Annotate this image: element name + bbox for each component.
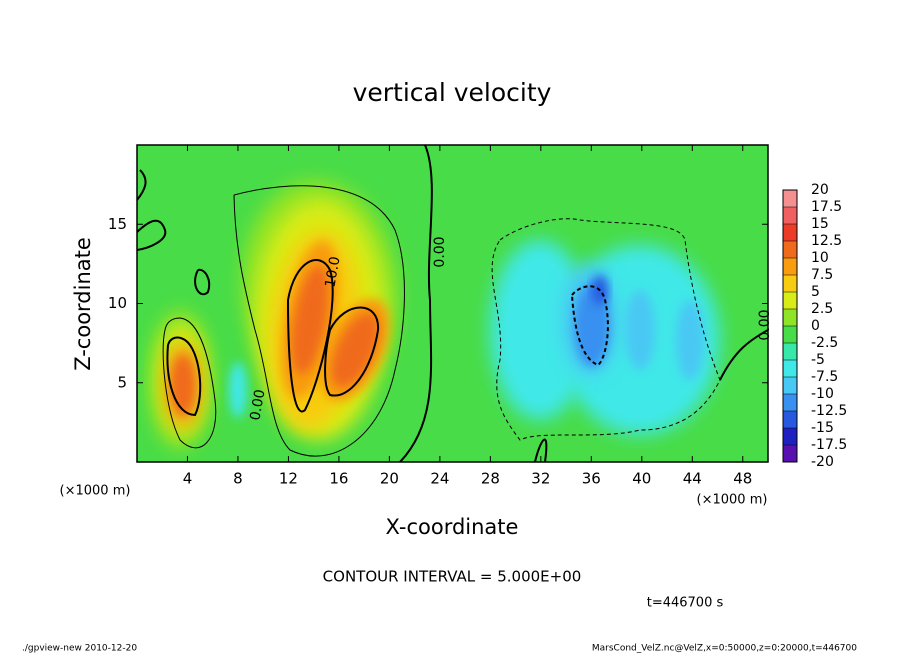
colorbar-cell [783, 326, 797, 343]
colorbar-label: -10 [811, 386, 834, 402]
colorbar-cell [783, 428, 797, 445]
colorbar-label: 2.5 [811, 301, 833, 317]
x-tick-label: 12 [279, 470, 298, 488]
colorbar-label: -7.5 [811, 369, 838, 385]
colorbar-label: 20 [811, 182, 829, 198]
colorbar-cell [783, 207, 797, 224]
x-tick-label: 24 [430, 470, 449, 488]
colorbar-label: -12.5 [811, 403, 847, 419]
colorbar-label: 7.5 [811, 267, 833, 283]
field-region [291, 265, 329, 375]
colorbar-label: -17.5 [811, 437, 847, 453]
colorbar-cell [783, 309, 797, 326]
colorbar-cell [783, 292, 797, 309]
x-axis-label: X-coordinate [386, 515, 519, 539]
contour-label: 0.00 [757, 309, 773, 340]
x-tick-label: 48 [733, 470, 752, 488]
x-tick-label: 40 [632, 470, 651, 488]
colorbar-label: 15 [811, 216, 829, 232]
x-unit: (×1000 m) [697, 493, 768, 508]
colorbar-label: 10 [811, 250, 829, 266]
colorbar-label: 12.5 [811, 233, 842, 249]
field-region [331, 312, 379, 388]
colorbar-cell [783, 394, 797, 411]
colorbar-cell [783, 445, 797, 462]
colorbar-label: 17.5 [811, 199, 842, 215]
y-unit: (×1000 m) [60, 484, 131, 499]
x-tick-label: 20 [380, 470, 399, 488]
x-tick-label: 44 [683, 470, 702, 488]
colorbar-cell [783, 377, 797, 394]
chart-title: vertical velocity [353, 78, 552, 107]
field-region [229, 362, 247, 418]
field-region [171, 355, 195, 415]
colorbar-label: -5 [811, 352, 825, 368]
footer-left: ./gpview-new 2010-12-20 [22, 644, 137, 654]
field-region [490, 240, 590, 420]
colorbar-cell [783, 190, 797, 207]
y-tick-label: 10 [108, 294, 127, 312]
contour-label: 0.00 [432, 236, 448, 267]
y-tick-label: 5 [117, 373, 127, 391]
colorbar-cell [783, 343, 797, 360]
field [137, 145, 768, 462]
colorbar-label: -20 [811, 454, 834, 470]
colorbar-cell [783, 224, 797, 241]
colorbar-cell [783, 411, 797, 428]
x-tick-label: 28 [481, 470, 500, 488]
x-tick-label: 16 [329, 470, 348, 488]
contour-interval: CONTOUR INTERVAL = 5.000E+00 [323, 568, 582, 586]
time-label: t=446700 s [647, 596, 724, 611]
colorbar-cell [783, 241, 797, 258]
footer-right: MarsCond_VelZ.nc@VelZ,x=0:50000,z=0:2000… [592, 644, 857, 654]
contour-label: 10.0 [322, 255, 343, 288]
x-tick-label: 8 [233, 470, 243, 488]
colorbar-label: 5 [811, 284, 820, 300]
x-tick-label: 36 [582, 470, 601, 488]
colorbar-cell [783, 360, 797, 377]
x-tick-label: 4 [183, 470, 193, 488]
x-tick-label: 32 [531, 470, 550, 488]
colorbar-label: -2.5 [811, 335, 838, 351]
contour-lines [137, 145, 768, 462]
y-tick-label: 15 [108, 215, 127, 233]
y-axis-label: Z-coordinate [71, 237, 95, 371]
field-region [625, 290, 655, 370]
colorbar-label: -15 [811, 420, 834, 436]
colorbar-label: 0 [811, 318, 820, 334]
field-region [676, 300, 704, 380]
contour-label: 0.00 [247, 388, 268, 421]
plot-frame [136, 144, 769, 463]
colorbar-cell [783, 258, 797, 275]
colorbar-cell [783, 275, 797, 292]
